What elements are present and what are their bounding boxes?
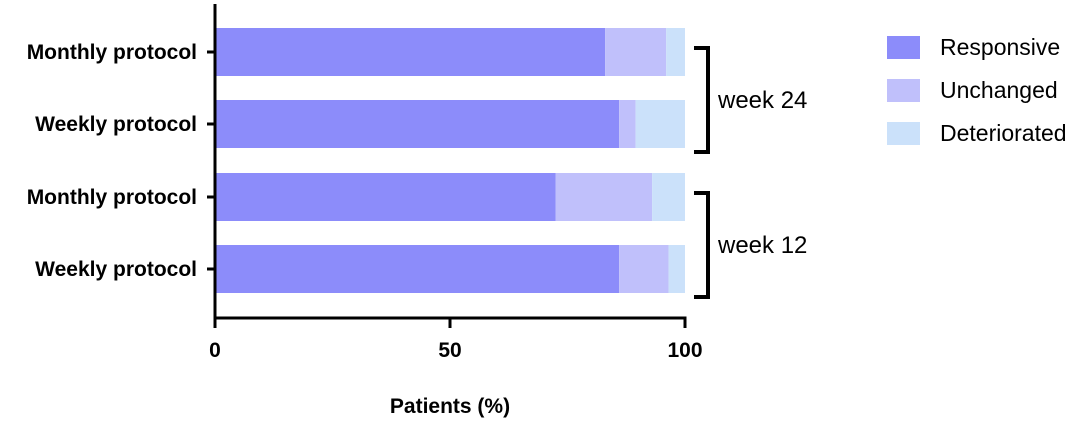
category-label: Weekly protocol <box>35 113 197 136</box>
category-label: Monthly protocol <box>27 186 197 209</box>
ticks-layer: 0 50 100 <box>207 50 703 362</box>
legend-swatch-deteriorated <box>887 122 920 145</box>
legend-swatch-responsive <box>887 36 920 59</box>
bar-unchanged-row-1 <box>605 28 667 76</box>
bar-responsive-row-4 <box>215 245 620 293</box>
bars-layer <box>215 28 685 293</box>
bar-deteriorated-row-2 <box>635 100 685 148</box>
category-label: Monthly protocol <box>27 41 197 64</box>
legend-label-responsive: Responsive <box>940 34 1060 60</box>
legend: Responsive Unchanged Deteriorated <box>887 34 1067 146</box>
category-label: Weekly protocol <box>35 258 197 281</box>
category-labels: Monthly protocol Weekly protocol Monthly p… <box>27 41 197 281</box>
group-label: week 24 <box>717 87 807 114</box>
bar-deteriorated-row-3 <box>652 173 685 221</box>
bar-responsive-row-2 <box>215 100 620 148</box>
x-tick-label: 50 <box>438 339 461 362</box>
x-tick-label: 0 <box>209 339 221 362</box>
bar-unchanged-row-4 <box>619 245 669 293</box>
bar-responsive-row-1 <box>215 28 606 76</box>
group-label: week 12 <box>717 232 807 259</box>
group-brackets: week 24 week 12 <box>694 46 807 299</box>
bar-deteriorated-row-1 <box>666 28 685 76</box>
x-tick-label: 100 <box>667 339 702 362</box>
bar-unchanged-row-2 <box>619 100 636 148</box>
bar-unchanged-row-3 <box>555 173 653 221</box>
bar-deteriorated-row-4 <box>668 245 685 293</box>
bar-responsive-row-3 <box>215 173 556 221</box>
group-bracket <box>694 46 710 154</box>
legend-swatch-unchanged <box>887 79 920 102</box>
x-axis-title: Patients (%) <box>390 395 510 418</box>
legend-label-unchanged: Unchanged <box>940 77 1058 103</box>
group-bracket <box>694 191 710 299</box>
legend-label-deteriorated: Deteriorated <box>940 120 1067 146</box>
